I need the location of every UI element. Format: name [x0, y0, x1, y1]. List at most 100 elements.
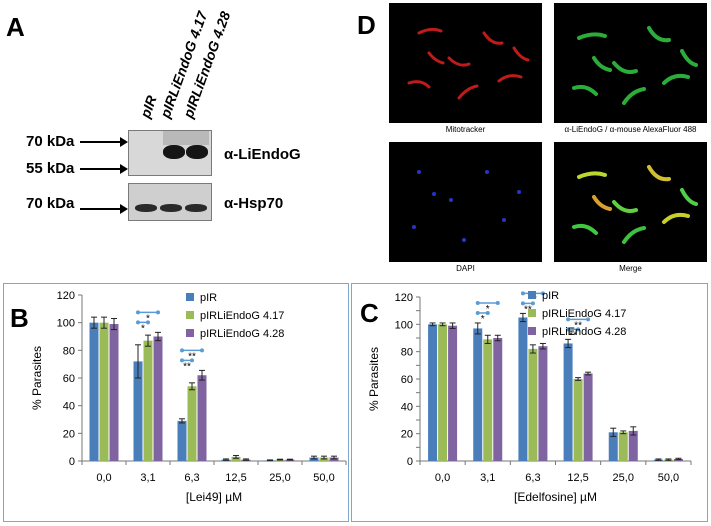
legend-swatch	[186, 329, 194, 337]
bar	[473, 328, 483, 461]
significance-dot	[530, 301, 535, 306]
antibody-hsp70-label: α-Hsp70	[224, 195, 284, 212]
x-axis-label: [Lei49] µM	[186, 490, 242, 504]
caption-merge: Merge	[619, 264, 642, 273]
panel-label-c: C	[360, 298, 379, 328]
micrograph-liendog	[554, 3, 707, 123]
y-tick-label: 80	[63, 345, 75, 357]
panel-label-a: A	[6, 12, 25, 42]
x-tick-label: 25,0	[613, 472, 634, 484]
antibody-liendog-label: α-LiEndoG	[224, 146, 301, 163]
significance-dot	[475, 300, 480, 305]
legend-swatch	[528, 291, 536, 299]
bar	[153, 336, 163, 461]
legend-entry: pIRLiEndoG 4.17	[542, 308, 626, 320]
significance-dot	[475, 310, 480, 315]
significance-label: *	[141, 323, 145, 334]
significance-label: **	[529, 294, 537, 305]
y-tick-label: 100	[395, 319, 413, 331]
blot-band	[185, 204, 207, 212]
legend-entry: pIR	[542, 290, 559, 302]
legend-swatch	[186, 293, 194, 301]
y-tick-label: 80	[401, 347, 413, 359]
y-tick-label: 0	[407, 456, 413, 468]
legend-entry: pIRLiEndoG 4.17	[200, 310, 284, 322]
significance-dot	[566, 327, 571, 332]
marker-70kda-bottom: 70 kDa	[26, 195, 75, 212]
significance-label: **	[524, 304, 532, 315]
significance-dot	[156, 310, 160, 315]
y-axis-label: % Parasites	[367, 347, 381, 411]
bar	[618, 432, 628, 461]
bar	[89, 322, 99, 461]
significance-dot	[540, 291, 545, 296]
cells-merge	[572, 165, 698, 244]
blot-liendog	[128, 130, 212, 176]
x-tick-label: 3,1	[480, 472, 495, 484]
significance-dot	[566, 317, 571, 322]
y-tick-label: 40	[401, 401, 413, 413]
caption-dapi: DAPI	[456, 264, 475, 273]
significance-label: **	[574, 320, 582, 331]
x-tick-label: 50,0	[658, 472, 679, 484]
y-tick-label: 60	[63, 373, 75, 385]
legend-entry: pIR	[200, 292, 217, 304]
y-tick-label: 100	[57, 318, 75, 330]
bar	[438, 324, 448, 461]
y-tick-label: 120	[395, 292, 413, 304]
significance-label: **	[569, 330, 577, 341]
chart-frame-b	[3, 283, 349, 522]
x-tick-label: 0,0	[96, 472, 111, 484]
legend-swatch	[528, 309, 536, 317]
bar	[448, 325, 458, 461]
bar	[197, 375, 207, 461]
micrograph-dapi	[389, 142, 542, 262]
significance-dot	[520, 301, 525, 306]
significance-label: **	[188, 351, 196, 362]
significance-dot	[190, 358, 194, 363]
marker-arrowhead	[120, 204, 128, 214]
legend-entry: pIRLiEndoG 4.28	[542, 326, 626, 338]
y-tick-label: 20	[401, 429, 413, 441]
significance-dot	[520, 291, 525, 296]
x-tick-label: 12,5	[225, 472, 246, 484]
bar	[518, 317, 528, 461]
bar	[231, 456, 241, 461]
blot-band	[135, 204, 157, 212]
significance-dot	[586, 317, 591, 322]
marker-arrowhead	[120, 137, 128, 147]
panel-label-b: B	[10, 303, 29, 333]
bar	[538, 346, 548, 461]
cells-green	[572, 26, 698, 105]
legend-swatch	[186, 311, 194, 319]
marker-70kda-top: 70 kDa	[26, 133, 75, 150]
x-tick-label: 0,0	[435, 472, 450, 484]
marker-arrowhead	[120, 164, 128, 174]
blot-band	[186, 145, 208, 159]
cells-red	[407, 27, 530, 100]
significance-dot	[146, 320, 150, 325]
blot-hsp70	[128, 183, 212, 221]
bar	[143, 340, 153, 461]
significance-dot	[576, 327, 581, 332]
marker-arrow	[80, 141, 124, 143]
blot-band	[163, 145, 185, 159]
bar	[608, 432, 618, 461]
bar	[628, 430, 638, 461]
y-tick-label: 120	[57, 290, 75, 302]
x-tick-label: 12,5	[567, 472, 588, 484]
nuclei-blue	[412, 170, 521, 242]
bar	[573, 379, 583, 461]
micrograph-merge	[554, 142, 707, 262]
marker-arrow	[80, 208, 124, 210]
significance-dot	[180, 348, 184, 353]
significance-dot	[200, 348, 204, 353]
bar	[483, 339, 493, 461]
significance-dot	[485, 310, 490, 315]
significance-dot	[180, 358, 184, 363]
y-tick-label: 0	[69, 456, 75, 468]
significance-dot	[136, 320, 140, 325]
bar	[99, 322, 109, 461]
